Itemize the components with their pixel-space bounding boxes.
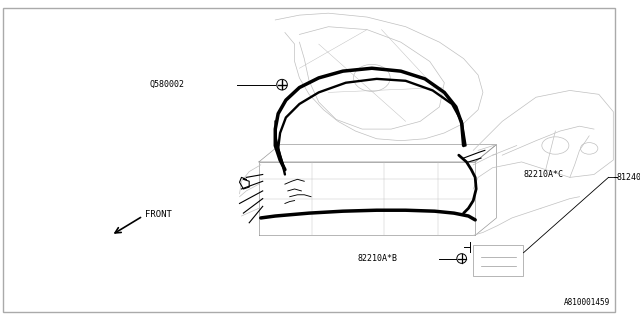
Text: 81240: 81240 [616,173,640,182]
Bar [473,245,524,276]
Text: Q580002: Q580002 [150,80,185,89]
Text: 82210A*C: 82210A*C [524,170,563,179]
Text: FRONT: FRONT [145,210,172,219]
Text: A810001459: A810001459 [564,298,611,307]
Text: 82210A*B: 82210A*B [357,254,397,263]
